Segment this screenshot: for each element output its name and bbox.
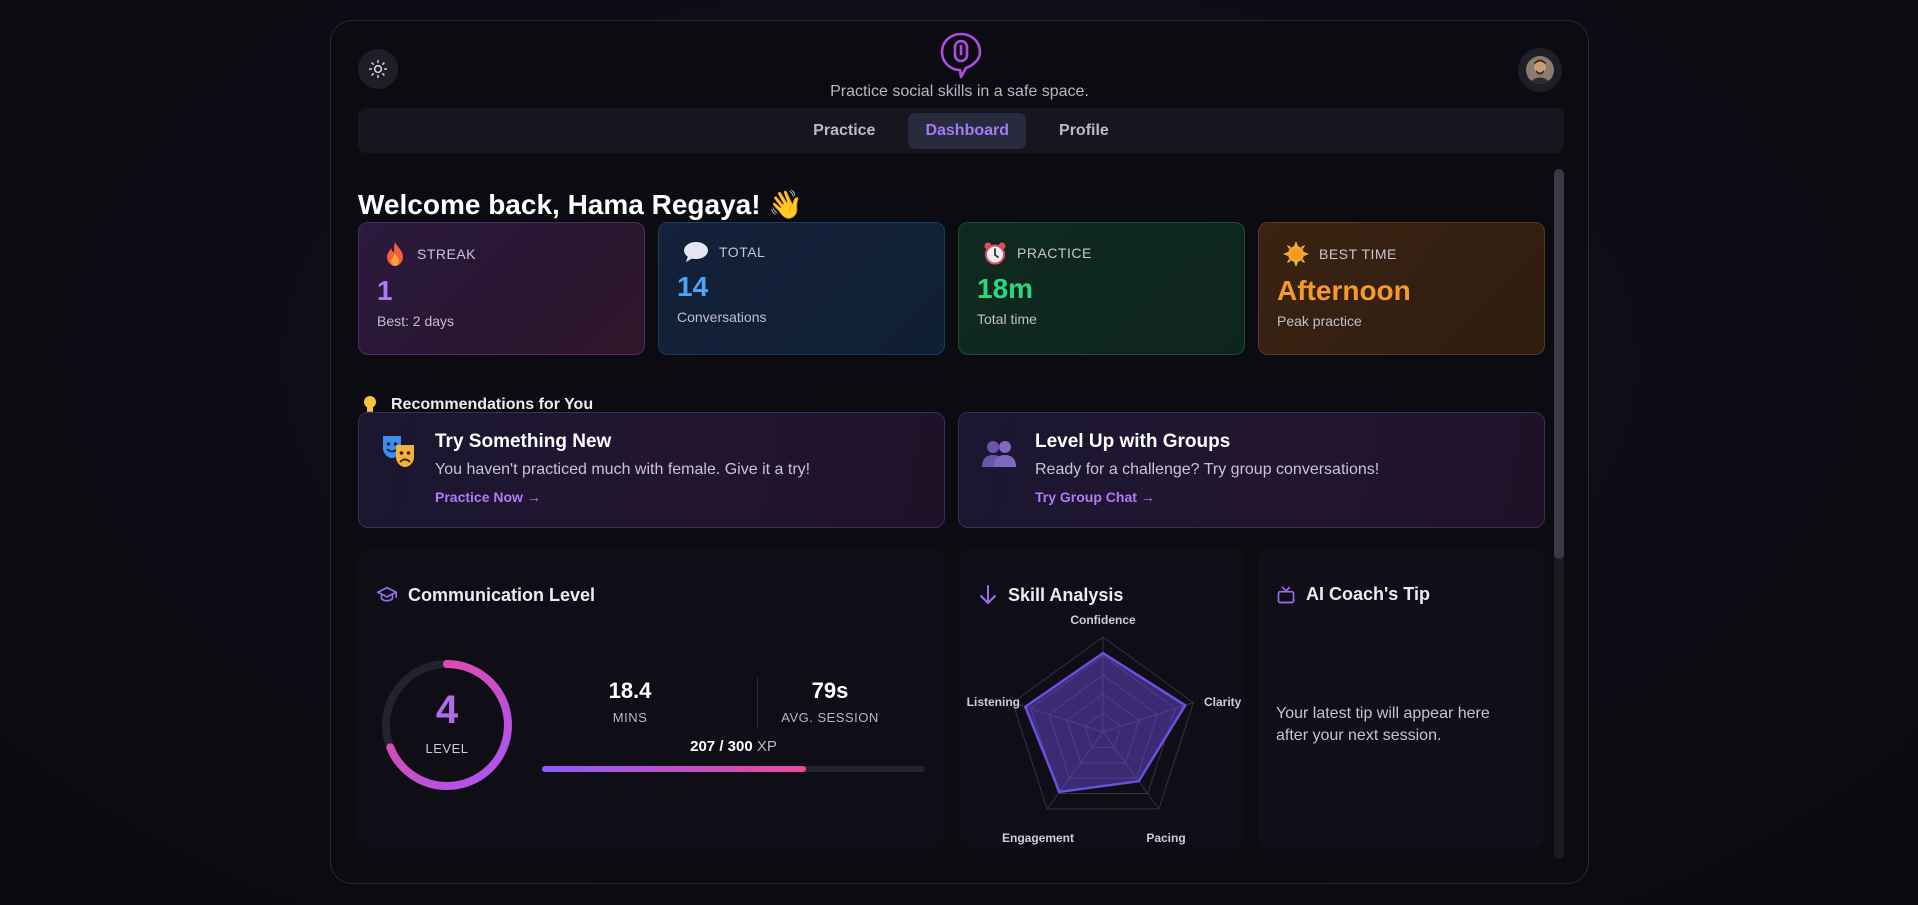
streak-label: STREAK: [417, 246, 477, 262]
practice-label: PRACTICE: [1017, 245, 1092, 261]
radar-axis-label: Listening: [967, 695, 1020, 709]
avatar: [1526, 56, 1554, 84]
practice-value: 18m: [977, 273, 1034, 304]
profile-avatar-button[interactable]: [1518, 48, 1562, 92]
welcome-heading: Welcome back, Hama Regaya! 👋: [358, 189, 804, 220]
level-ring: 4 LEVEL: [380, 658, 514, 792]
streak-value: 1: [377, 275, 393, 306]
radar-data-area: [1024, 651, 1187, 794]
streak-sub: Best: 2 days: [377, 313, 455, 329]
recommendations-title: Recommendations for You: [391, 396, 594, 413]
avg-session-metric: 79s AVG. SESSION: [740, 678, 920, 725]
radar-spoke: [1102, 702, 1194, 733]
radar-spoke: [1102, 731, 1160, 810]
xp-readout: 207 / 300 XP: [542, 738, 925, 755]
radar-grid-ring: [1066, 693, 1140, 764]
practice-card: PRACTICE 18m Total time: [958, 222, 1245, 355]
practice-now-link[interactable]: Practice Now →: [435, 489, 541, 505]
recommendation-title: Level Up with Groups: [1035, 431, 1231, 452]
radar-grid-ring: [1012, 636, 1194, 810]
radar-spoke: [1012, 702, 1104, 733]
ai-coach-tip-heading: AI Coach's Tip: [1276, 584, 1430, 605]
main-tabs: Practice Dashboard Profile: [358, 108, 1564, 153]
level-ring-progress: [382, 660, 512, 790]
radar-axis-label: Clarity: [1204, 695, 1242, 709]
recommendation-title: Try Something New: [435, 431, 612, 452]
graduation-cap-icon: [377, 586, 397, 602]
avg-session-value: 79s: [811, 678, 849, 703]
best-time-sub: Peak practice: [1277, 313, 1362, 329]
microphone-speech-bubble-icon: [940, 32, 982, 79]
practice-sub: Total time: [977, 311, 1037, 327]
skill-analysis-heading: Skill Analysis: [978, 584, 1123, 606]
best-time-card: BEST TIME Afternoon Peak practice: [1258, 222, 1545, 355]
theme-toggle-button[interactable]: [358, 49, 398, 89]
radar-axis-label: Pacing: [1146, 831, 1185, 845]
radar-spoke: [1046, 731, 1104, 810]
communication-level-title: Communication Level: [408, 584, 596, 605]
radar-grid-ring: [1030, 655, 1176, 794]
tagline: Practice social skills in a safe space.: [830, 83, 1089, 100]
ai-coach-tip-title: AI Coach's Tip: [1306, 584, 1430, 604]
skill-radar-chart: Confidence Clarity Pacing Engagement Listeni…: [967, 613, 1242, 845]
xp-value: 207 / 300: [690, 738, 753, 755]
flame-icon: [387, 242, 403, 266]
mins-label: MINS: [612, 710, 648, 725]
communication-level-panel: Communication Level 4 LEVEL 18.4 MINS: [358, 548, 944, 848]
alarm-clock-icon: [984, 242, 1006, 265]
recommendation-card-try-new: Try Something New You haven't practiced …: [358, 412, 945, 528]
recommendations-heading: Recommendations for You: [363, 395, 593, 415]
level-number: 4: [435, 688, 459, 732]
mins-metric: 18.4 MINS: [540, 678, 720, 725]
try-group-chat-link[interactable]: Try Group Chat →: [1035, 489, 1155, 505]
total-card: TOTAL 14 Conversations: [658, 222, 945, 355]
total-value: 14: [677, 271, 709, 302]
speech-bubble-icon: [684, 242, 708, 262]
radar-grid-ring: [1048, 674, 1158, 779]
xp-unit: XP: [756, 738, 777, 755]
scrollbar-thumb[interactable]: [1554, 169, 1564, 559]
sun-icon: [368, 59, 388, 79]
ai-coach-tip-text: Your latest tip will appear here after y…: [1276, 705, 1490, 744]
skill-analysis-panel: Skill Analysis Confidence Clarity Pacing En…: [960, 548, 1246, 848]
theater-masks-icon: [383, 436, 414, 467]
tv-icon: [1277, 586, 1295, 603]
arrow-down-icon: [980, 585, 996, 604]
mins-value: 18.4: [608, 678, 652, 703]
recommendation-desc: You haven't practiced much with female. …: [435, 461, 811, 478]
radar-axis-label: Confidence: [1070, 613, 1136, 627]
app-window: Practice social skills in a safe space. …: [330, 20, 1589, 884]
communication-level-heading: Communication Level: [376, 584, 595, 606]
xp-progress-fill: [542, 766, 807, 772]
tab-dashboard[interactable]: Dashboard: [908, 112, 1027, 149]
avg-session-label: AVG. SESSION: [781, 710, 879, 725]
xp-progress-bar: [542, 766, 925, 772]
total-sub: Conversations: [677, 309, 767, 325]
total-label: TOTAL: [719, 244, 766, 260]
sun-icon: [1283, 241, 1309, 267]
radar-axis-label: Engagement: [1002, 831, 1074, 845]
tab-profile[interactable]: Profile: [1059, 121, 1109, 139]
recommendation-desc: Ready for a challenge? Try group convers…: [1035, 461, 1380, 478]
radar-grid-ring: [1084, 712, 1122, 748]
skill-analysis-title: Skill Analysis: [1008, 584, 1124, 605]
group-people-icon: [982, 441, 1016, 467]
best-time-value: Afternoon: [1277, 275, 1411, 306]
streak-card: STREAK 1 Best: 2 days: [358, 222, 645, 355]
recommendation-card-groups: Level Up with Groups Ready for a challen…: [958, 412, 1545, 528]
ai-coach-tip-panel: AI Coach's Tip Your latest tip will appe…: [1258, 548, 1545, 848]
best-time-label: BEST TIME: [1319, 246, 1397, 262]
level-label: LEVEL: [425, 741, 469, 756]
metric-divider: [757, 678, 758, 728]
tab-practice[interactable]: Practice: [813, 121, 876, 139]
